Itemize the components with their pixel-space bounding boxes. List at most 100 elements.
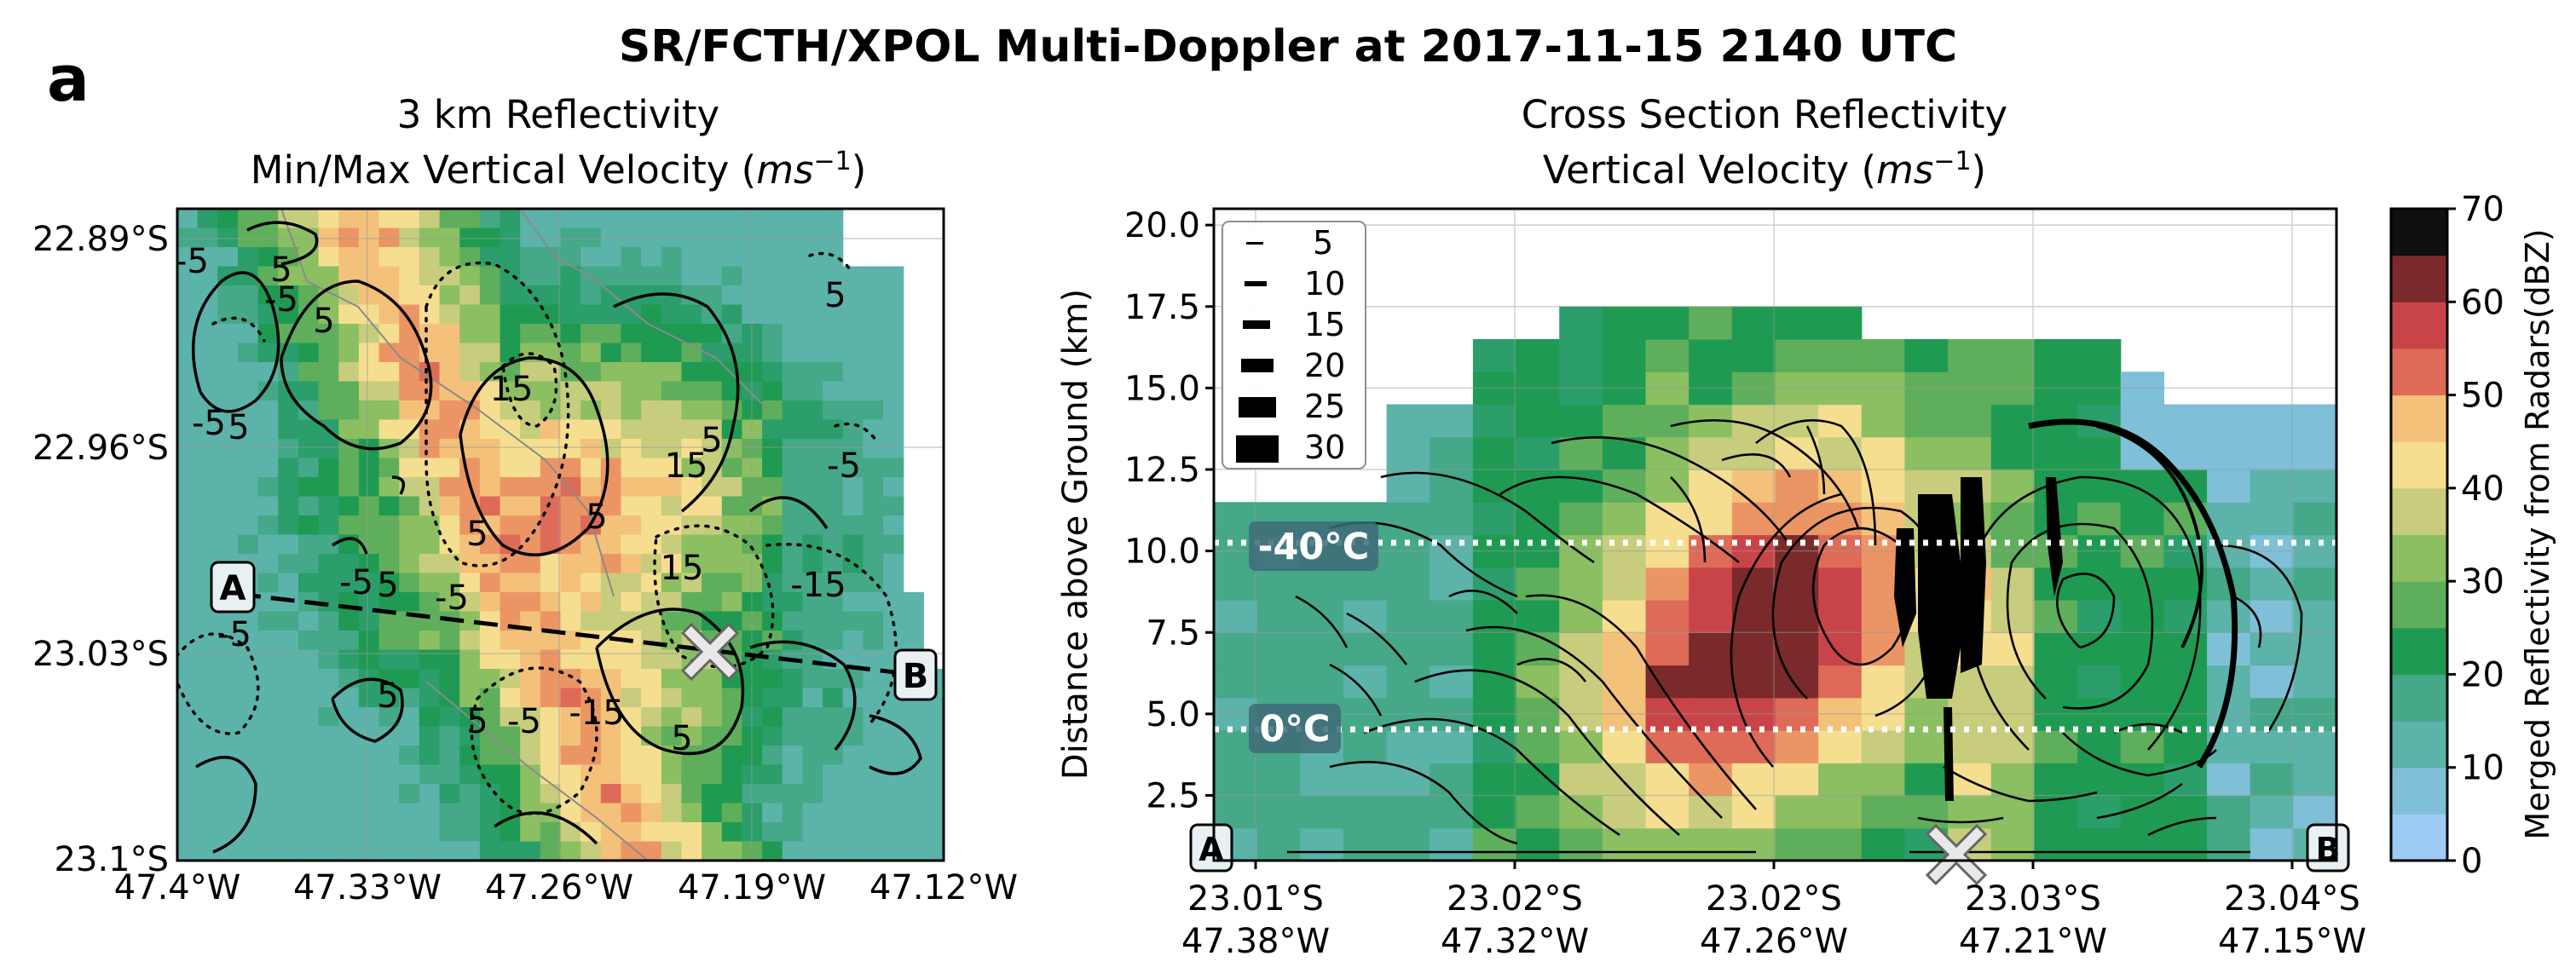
left-reflectivity-cell <box>338 784 360 804</box>
right-reflectivity-cell <box>1948 404 1992 438</box>
left-reflectivity-cell <box>883 803 904 823</box>
left-reflectivity-cell <box>702 209 723 229</box>
left-reflectivity-cell <box>197 631 218 651</box>
left-reflectivity-cell <box>802 247 823 268</box>
right-reflectivity-cell <box>1990 763 2036 797</box>
left-reflectivity-cell <box>641 611 662 631</box>
left-reflectivity-cell <box>641 707 662 728</box>
left-reflectivity-cell <box>217 611 239 631</box>
left-reflectivity-cell <box>762 611 783 631</box>
left-reflectivity-cell <box>479 707 501 728</box>
left-reflectivity-cell <box>419 419 441 440</box>
right-reflectivity-cell <box>2250 730 2294 763</box>
left-reflectivity-cell <box>782 285 803 306</box>
left-reflectivity-cell <box>802 343 823 363</box>
left-reflectivity-cell <box>661 362 683 383</box>
left-reflectivity-cell <box>641 266 662 286</box>
right-reflectivity-cell <box>1689 665 1733 699</box>
left-reflectivity-cell <box>721 266 743 286</box>
left-reflectivity-cell <box>479 477 501 498</box>
right-reflectivity-cell <box>1300 632 1344 666</box>
left-reflectivity-cell <box>177 209 199 229</box>
left-reflectivity-cell <box>399 669 420 689</box>
left-reflectivity-cell <box>338 477 360 498</box>
left-downdraft-contours <box>177 251 898 815</box>
left-reflectivity-cell <box>217 496 239 516</box>
right-reflectivity-cell <box>1559 339 1603 372</box>
left-reflectivity-cell <box>257 592 279 613</box>
left-reflectivity-cell <box>721 554 743 574</box>
left-reflectivity-cell <box>237 247 259 268</box>
right-x-ticks: 23.01°S47.38°W23.02°S47.32°W23.02°S47.26… <box>1181 861 2366 961</box>
left-reflectivity-cell <box>378 746 400 766</box>
right-reflectivity-cell <box>1559 730 1603 763</box>
left-reflectivity-cell <box>177 803 199 823</box>
left-reflectivity-cell <box>823 400 844 421</box>
colorbar-tick-label: 10 <box>2461 749 2504 788</box>
left-reflectivity-cell <box>378 841 400 861</box>
left-reflectivity-cell <box>762 534 783 555</box>
left-reflectivity-cell <box>237 534 259 555</box>
left-reflectivity-cell <box>903 822 924 843</box>
left-reflectivity-cell <box>782 688 803 708</box>
right-xtick-lon: 47.21°W <box>1959 922 2107 961</box>
left-reflectivity-cell <box>297 822 320 843</box>
left-reflectivity-cell <box>419 304 441 325</box>
left-reflectivity-cell <box>782 515 803 536</box>
left-reflectivity-cell <box>883 381 904 401</box>
left-reflectivity-cell <box>338 439 360 459</box>
left-reflectivity-cell <box>318 381 339 401</box>
left-reflectivity-cell <box>177 841 199 861</box>
left-reflectivity-cell <box>338 496 360 516</box>
left-reflectivity-cell <box>540 381 562 401</box>
left-reflectivity-cell <box>580 573 602 593</box>
left-reflectivity-cell <box>802 285 823 306</box>
left-reflectivity-cell <box>419 822 441 843</box>
left-reflectivity-cell <box>419 764 441 785</box>
left-reflectivity-cell <box>540 496 562 516</box>
left-reflectivity-cell <box>823 631 844 651</box>
left-reflectivity-cell <box>621 477 642 498</box>
left-reflectivity-cell <box>378 343 400 363</box>
left-reflectivity-cell <box>500 573 521 593</box>
left-reflectivity-cell <box>661 592 683 613</box>
left-reflectivity-cell <box>197 362 218 383</box>
left-reflectivity-cell <box>580 669 602 689</box>
svg-text:-40°C: -40°C <box>1258 526 1370 568</box>
left-reflectivity-cell <box>883 822 904 843</box>
right-reflectivity-cell <box>1214 795 1258 829</box>
left-reflectivity-cell <box>782 247 803 268</box>
left-reflectivity-cell <box>197 764 218 785</box>
left-reflectivity-cell <box>297 343 320 363</box>
left-reflectivity-cell <box>863 285 884 306</box>
contour-label: 5 <box>466 515 488 554</box>
left-reflectivity-cell <box>802 649 823 670</box>
right-reflectivity-cell <box>1818 763 1863 797</box>
left-reflectivity-cell <box>883 573 904 593</box>
left-reflectivity-cell <box>883 592 904 613</box>
right-reflectivity-cell <box>1818 436 1863 470</box>
right-reflectivity-cell <box>1256 665 1301 699</box>
left-reflectivity-cell <box>500 631 521 651</box>
panel-label: a <box>47 43 90 116</box>
left-reflectivity-cell <box>459 631 481 651</box>
left-reflectivity-cell <box>378 419 400 440</box>
left-reflectivity-cell <box>197 784 218 804</box>
left-reflectivity-cell <box>863 726 884 746</box>
left-reflectivity-cell <box>863 515 884 536</box>
left-reflectivity-cell <box>378 400 400 421</box>
right-reflectivity-cell <box>2077 795 2122 829</box>
left-reflectivity-cell <box>702 266 723 286</box>
left-reflectivity-cell <box>883 746 904 766</box>
left-xtick: 47.33°W <box>293 868 442 907</box>
left-reflectivity-cell <box>278 439 299 459</box>
left-reflectivity-cell <box>863 419 884 440</box>
right-reflectivity-cell <box>1430 763 1474 797</box>
left-reflectivity-cell <box>257 669 279 689</box>
colorbar-frame <box>2389 207 2449 862</box>
left-reflectivity-cell <box>459 611 481 631</box>
left-reflectivity-cell <box>823 285 844 306</box>
left-reflectivity-cell <box>721 247 743 268</box>
right-reflectivity-cell <box>1602 827 1647 861</box>
left-reflectivity-cell <box>702 669 723 689</box>
